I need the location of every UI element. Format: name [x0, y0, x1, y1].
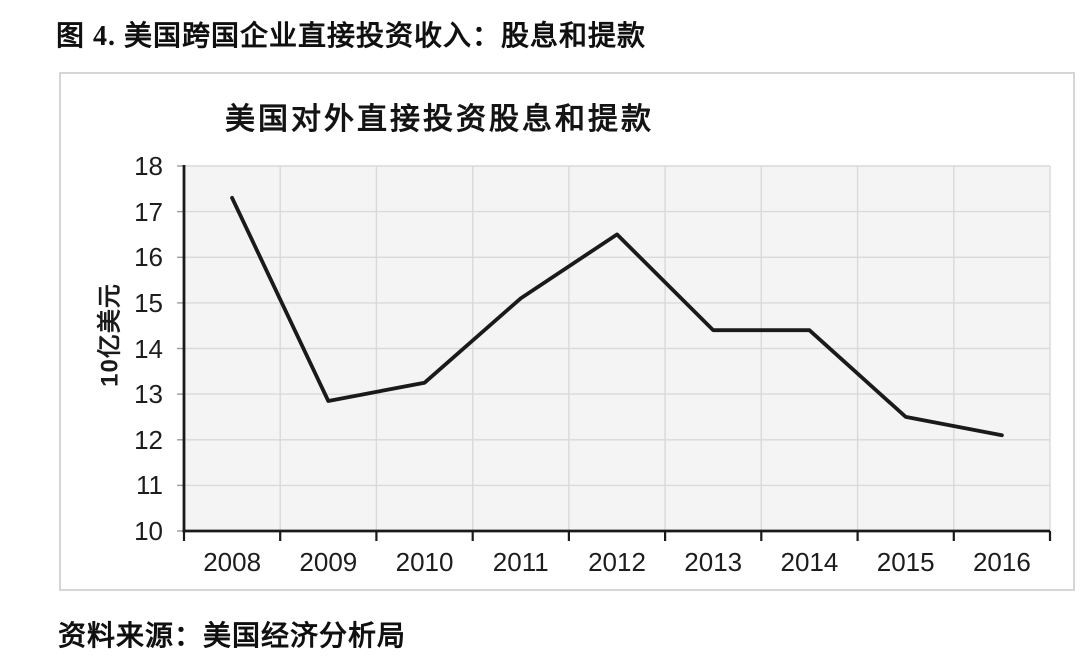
- x-tick-label: 2008: [203, 547, 262, 577]
- y-tick-label: 11: [136, 470, 163, 501]
- y-tick-label: 13: [134, 379, 163, 410]
- y-tick-label: 17: [134, 196, 163, 227]
- x-tick-label: 2015: [876, 547, 935, 577]
- y-tick-label: 10: [134, 516, 163, 546]
- source-note: 资料来源：美国经济分析局: [58, 621, 407, 652]
- x-tick-label: 2014: [780, 547, 839, 577]
- x-tick-label: 2009: [299, 547, 358, 577]
- line-chart: [177, 165, 1052, 541]
- y-tick-label: 12: [134, 424, 163, 455]
- x-tick-label: 2013: [684, 547, 743, 577]
- chart-container: 美国对外直接投资股息和提款 10亿美元 18 17 16 15 14 13 12 11 10 2…: [59, 72, 1075, 591]
- x-tick-label: 2016: [972, 547, 1031, 577]
- x-tick-label: 2011: [492, 547, 549, 577]
- y-tick-label: 16: [134, 242, 163, 273]
- y-tick-label: 18: [134, 151, 163, 181]
- x-tick-label: 2012: [588, 547, 646, 577]
- y-tick-label: 15: [134, 287, 163, 318]
- data-line: [230, 195, 1004, 438]
- figure-title: 图 4. 美国跨国企业直接投资收入：股息和提款: [56, 21, 647, 52]
- y-tick-label: 14: [134, 333, 163, 364]
- y-axis-labels: 18 17 16 15 14 13 12 11 10: [99, 74, 163, 589]
- chart-title: 美国对外直接投资股息和提款: [225, 103, 654, 136]
- x-tick-label: 2010: [395, 547, 454, 577]
